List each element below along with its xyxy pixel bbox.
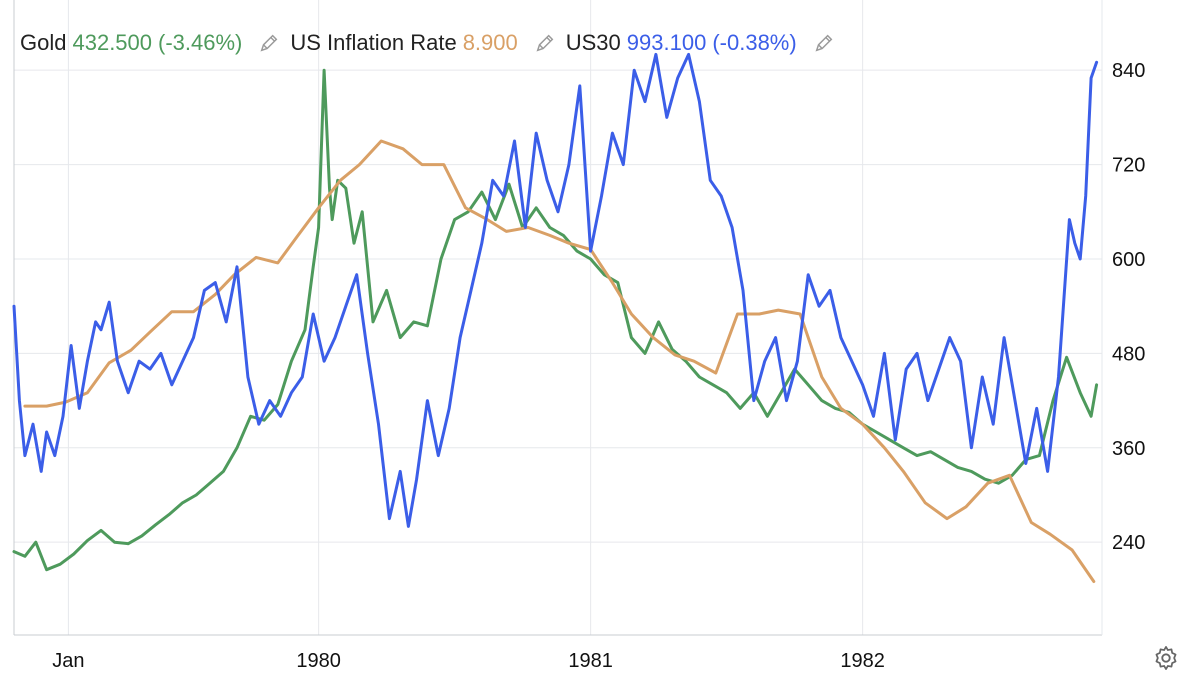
legend-inflation-value: 8.900: [462, 30, 518, 55]
legend-gold-change: (-3.46%): [158, 30, 243, 55]
legend-inflation-name: US Inflation Rate: [290, 30, 457, 55]
legend-us30[interactable]: US30 993.100 (-0.38%): [566, 30, 835, 56]
pencil-icon[interactable]: [258, 32, 280, 54]
series-line-us-inflation-rate: [23, 139, 1096, 583]
y-tick-label-720: 720: [1112, 155, 1145, 177]
y-tick-label-360: 360: [1112, 438, 1145, 460]
y-tick-label-480: 480: [1112, 343, 1145, 365]
axes: [13, 0, 1103, 636]
legend: Gold 432.500 (-3.46%) US Inflation Rate …: [20, 30, 845, 56]
series-line-gold: [12, 68, 1099, 572]
legend-gold[interactable]: Gold 432.500 (-3.46%): [20, 30, 280, 56]
vertical-gridlines: [67, 0, 864, 635]
legend-gold-value: 432.500: [72, 30, 153, 55]
x-tick-label-1982: 1982: [840, 650, 885, 672]
pencil-icon[interactable]: [813, 32, 835, 54]
series-line-us30: [12, 52, 1099, 528]
y-tick-label-600: 600: [1112, 249, 1145, 271]
legend-gold-name: Gold: [20, 30, 67, 55]
series-layer: [12, 52, 1099, 583]
y-tick-label-840: 840: [1112, 60, 1145, 82]
x-tick-label-1981: 1981: [568, 650, 613, 672]
y-axis-labels: 240 360 480 600 720 840: [1112, 60, 1145, 554]
x-tick-label-Jan: Jan: [52, 650, 84, 672]
legend-us30-name: US30: [565, 30, 621, 55]
legend-us30-change: (-0.38%): [712, 30, 797, 55]
x-axis-labels: Jan 1980 1981 1982: [52, 650, 885, 672]
gear-icon[interactable]: [1152, 644, 1180, 672]
x-tick-label-1980: 1980: [296, 650, 341, 672]
legend-us30-value: 993.100: [626, 30, 707, 55]
y-tick-label-240: 240: [1112, 532, 1145, 554]
pencil-icon[interactable]: [534, 32, 556, 54]
legend-inflation[interactable]: US Inflation Rate 8.900: [290, 30, 555, 56]
horizontal-gridlines: [14, 69, 1102, 543]
